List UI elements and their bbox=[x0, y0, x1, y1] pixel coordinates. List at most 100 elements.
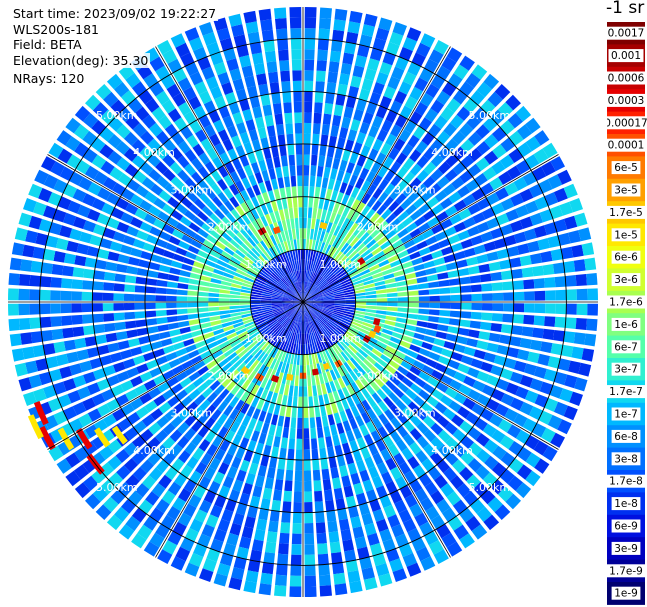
high-beta-cell bbox=[286, 373, 294, 381]
ray-gate bbox=[232, 479, 244, 492]
ray-gate bbox=[316, 341, 322, 352]
ray-gate bbox=[413, 126, 426, 140]
ray-gate bbox=[334, 305, 345, 309]
ray-gate bbox=[304, 575, 317, 587]
ray-gate bbox=[235, 328, 247, 336]
ray-gate bbox=[304, 91, 313, 102]
ray-gate bbox=[22, 346, 35, 360]
ray-gate bbox=[289, 285, 297, 295]
ray-gate bbox=[214, 142, 226, 156]
ray-gate bbox=[339, 127, 349, 139]
ray-gate bbox=[457, 268, 470, 277]
ray-gate bbox=[272, 103, 282, 115]
ray-gate bbox=[459, 122, 474, 138]
ray-gate bbox=[102, 292, 114, 301]
ray-gate bbox=[251, 291, 262, 296]
colorbar-tick-label: 1e-9 bbox=[614, 588, 638, 600]
ray-gate bbox=[212, 245, 224, 255]
ray-gate bbox=[178, 450, 191, 464]
ray-gate bbox=[383, 396, 394, 408]
ray-gate bbox=[300, 249, 303, 260]
ray-gate bbox=[350, 119, 361, 132]
ray-gate bbox=[153, 348, 165, 358]
ray-gate bbox=[282, 295, 293, 300]
ray-gate bbox=[291, 321, 297, 332]
colorbar-tick-label: 6e-5 bbox=[614, 162, 638, 174]
ray-gate bbox=[258, 410, 267, 422]
ray-gate bbox=[364, 287, 376, 292]
ray-gate bbox=[421, 253, 433, 263]
ray-gate bbox=[155, 498, 170, 514]
ray-gate bbox=[243, 279, 254, 286]
ray-gate bbox=[63, 253, 76, 265]
ray-gate bbox=[329, 318, 340, 325]
ray-gate bbox=[337, 203, 346, 216]
ray-gate bbox=[539, 381, 553, 395]
ray-gate bbox=[563, 331, 576, 344]
ray-gate bbox=[321, 415, 329, 427]
ray-gate bbox=[445, 333, 458, 342]
ray-gate bbox=[476, 371, 490, 383]
ray-gate bbox=[309, 175, 316, 187]
ray-gate bbox=[399, 485, 413, 499]
ray-gate bbox=[294, 217, 299, 229]
ray-gate bbox=[103, 413, 117, 427]
ray-gate bbox=[128, 338, 140, 348]
ray-gate bbox=[322, 308, 333, 314]
ray-gate bbox=[211, 273, 223, 280]
ray-gate bbox=[313, 303, 324, 307]
ray-gate bbox=[371, 392, 382, 404]
ray-gate bbox=[347, 462, 358, 475]
ray-gate bbox=[87, 209, 101, 222]
ray-gate bbox=[349, 440, 359, 452]
ray-gate bbox=[402, 71, 417, 86]
ray-gate bbox=[292, 302, 303, 306]
ray-gate bbox=[60, 303, 72, 314]
ray-gate bbox=[91, 393, 106, 406]
ray-gate bbox=[315, 374, 320, 386]
ray-gate bbox=[492, 144, 507, 159]
ray-gate bbox=[325, 92, 335, 105]
ray-gate bbox=[289, 427, 296, 439]
ray-gate bbox=[376, 72, 389, 86]
range-ring-label: 3.00km bbox=[170, 407, 212, 420]
ray-gate bbox=[256, 73, 268, 86]
ray-gate bbox=[221, 82, 234, 95]
ray-gate bbox=[469, 320, 481, 329]
ray-gate bbox=[177, 155, 190, 169]
ray-gate bbox=[290, 554, 302, 566]
ray-gate bbox=[308, 322, 313, 333]
ray-gate bbox=[167, 274, 180, 282]
range-ring-label: 5.00km bbox=[96, 481, 138, 494]
ray-gate bbox=[274, 311, 285, 318]
ray-gate bbox=[344, 139, 355, 152]
ray-gate bbox=[84, 424, 99, 439]
ray-gate bbox=[236, 469, 247, 482]
ray-gate bbox=[262, 328, 272, 337]
ray-gate bbox=[406, 27, 422, 42]
ray-gate bbox=[271, 392, 278, 404]
ray-gate bbox=[191, 171, 203, 184]
ray-gate bbox=[504, 182, 519, 196]
ray-gate bbox=[187, 313, 199, 320]
ray-gate bbox=[235, 411, 245, 424]
ray-gate bbox=[483, 352, 496, 363]
ray-gate bbox=[369, 48, 383, 61]
ray-gate bbox=[394, 499, 407, 514]
ray-gate bbox=[291, 49, 302, 60]
ray-gate bbox=[179, 377, 192, 388]
ray-gate bbox=[245, 21, 259, 34]
ray-gate bbox=[217, 373, 228, 384]
ray-gate bbox=[229, 68, 242, 82]
ray-gate bbox=[375, 27, 390, 41]
ray-gate bbox=[242, 315, 253, 322]
ray-gate bbox=[377, 426, 389, 439]
ray-gate bbox=[314, 102, 323, 114]
ray-gate bbox=[204, 161, 217, 174]
ray-gate bbox=[243, 367, 253, 379]
ray-gate bbox=[116, 221, 130, 233]
ray-gate bbox=[313, 304, 324, 308]
ray-gate bbox=[280, 265, 287, 276]
ray-gate bbox=[157, 381, 170, 393]
ray-gate bbox=[296, 302, 303, 311]
